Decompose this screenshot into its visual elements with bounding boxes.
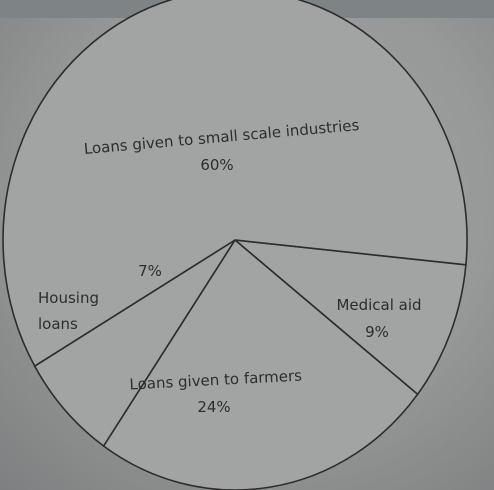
housing-label-line1: Housing <box>38 289 99 307</box>
pie-slices <box>2 0 468 490</box>
medical-aid-percent: 9% <box>365 323 389 341</box>
slice-medical-aid <box>232 238 467 396</box>
slice-farmers <box>102 238 419 490</box>
housing-percent: 7% <box>138 262 162 280</box>
small-scale-industries-percent: 60% <box>200 156 233 174</box>
medical-aid-label: Medical aid <box>336 296 421 314</box>
farmers-percent: 24% <box>197 398 230 416</box>
housing-label-line2: loans <box>38 315 78 333</box>
slice-small-scale-industries <box>2 0 468 368</box>
slice-housing-loans <box>33 239 236 448</box>
